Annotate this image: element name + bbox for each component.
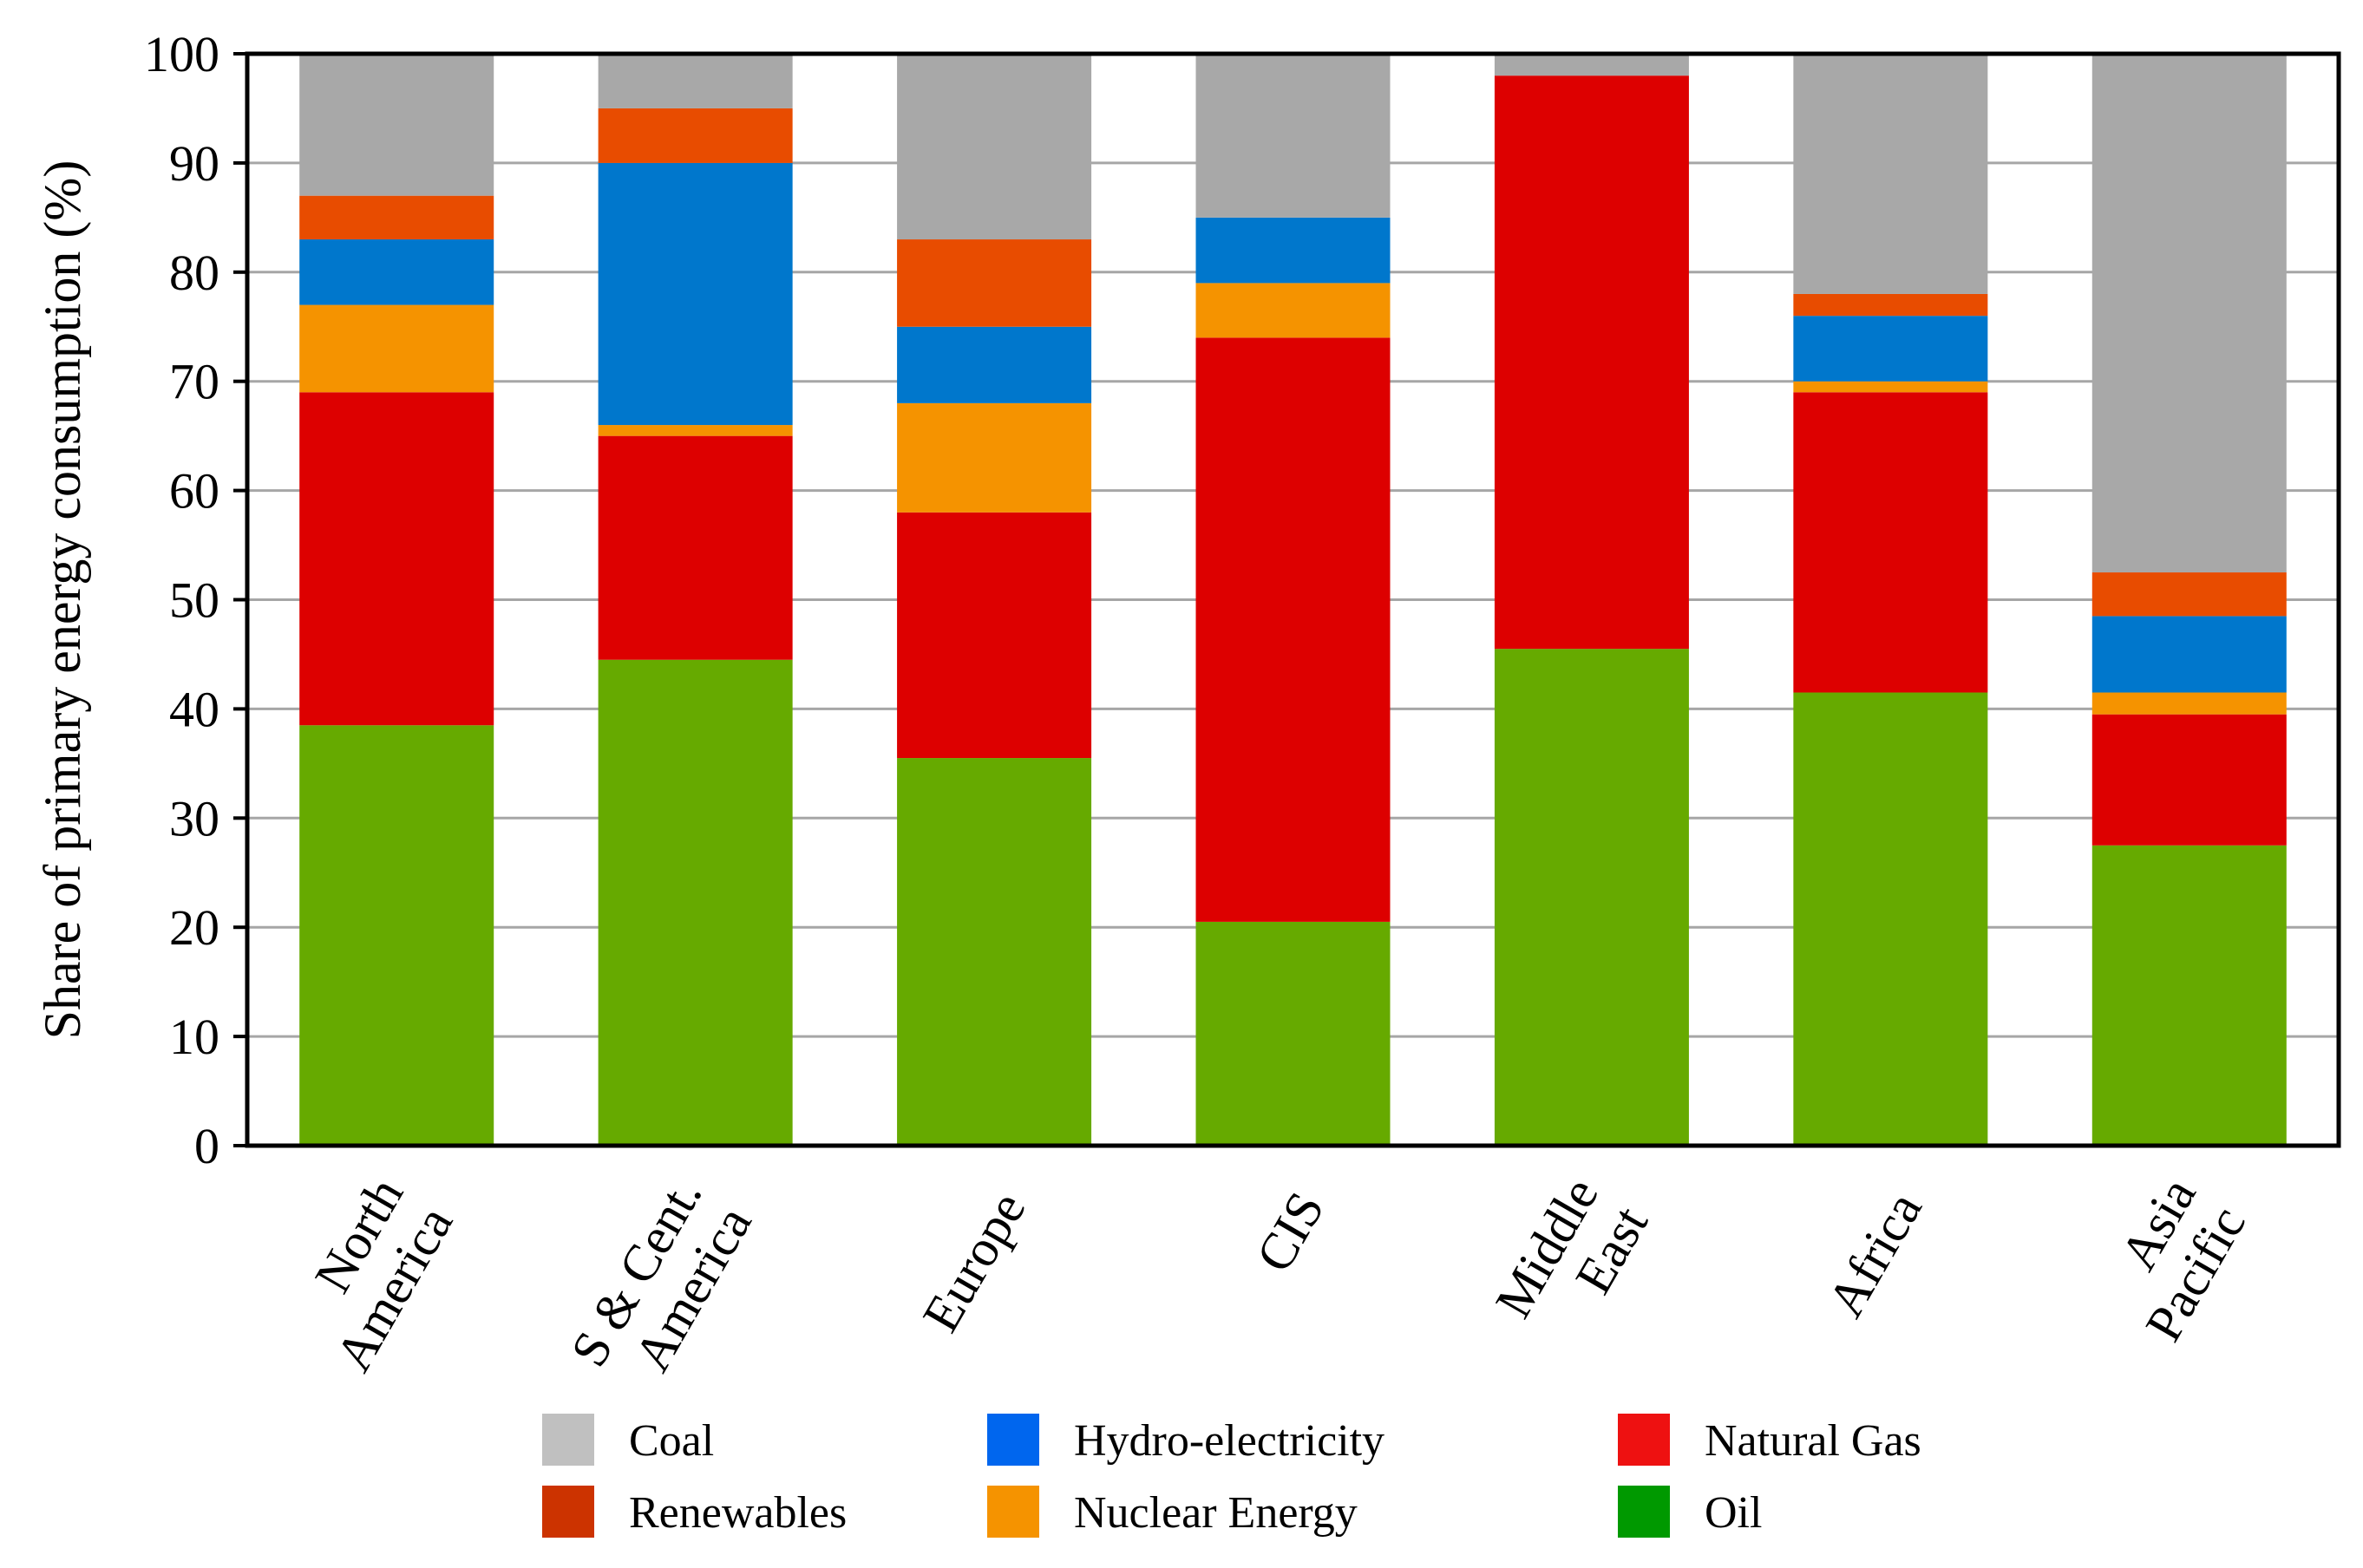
legend-swatch-hydro-electricity: [987, 1414, 1039, 1466]
bars: [299, 54, 2287, 1146]
y-tick-label: 40: [169, 681, 219, 737]
bar-segment-oil: [1195, 921, 1391, 1146]
bar-segment-nuclear-energy: [1793, 381, 1988, 393]
bar-segment-nuclear-energy: [1195, 283, 1391, 338]
bar-segment-nuclear-energy: [897, 402, 1092, 513]
y-tick-label: 10: [169, 1009, 219, 1065]
bar-segment-renewables: [299, 195, 494, 240]
bar-segment-oil: [1793, 692, 1988, 1146]
bar-segment-natural-gas: [897, 512, 1092, 759]
y-tick-label: 100: [144, 26, 219, 82]
bar-segment-oil: [2091, 845, 2287, 1146]
y-axis-label: Share of primary energy consumption (%): [34, 160, 91, 1040]
y-axis-ticks: 0 10 20 30 40 50 60 70 80 90 100: [144, 26, 247, 1174]
bar-segment-hydro-electricity: [1195, 217, 1391, 284]
bar-segment-coal: [1494, 54, 1689, 76]
legend-swatch-renewables: [542, 1486, 594, 1538]
bar-segment-hydro-electricity: [2091, 616, 2287, 693]
bar-segment-coal: [299, 54, 494, 196]
bar-segment-oil: [1494, 649, 1689, 1146]
bar-segment-oil: [299, 725, 494, 1146]
bar-segment-renewables: [1793, 293, 1988, 317]
bar-segment-oil: [897, 758, 1092, 1146]
bar-segment-nuclear-energy: [2091, 692, 2287, 715]
bar-segment-natural-gas: [1195, 337, 1391, 922]
y-tick-label: 20: [169, 899, 219, 956]
bar-segment-renewables: [598, 108, 793, 163]
legend-label: Hydro-electricity: [1074, 1416, 1384, 1466]
bar-segment-natural-gas: [299, 392, 494, 726]
bar-segment-oil: [598, 659, 793, 1146]
bar-segment-natural-gas: [1793, 392, 1988, 693]
legend-label: Coal: [629, 1416, 714, 1466]
bar-segment-natural-gas: [1494, 75, 1689, 650]
y-tick-label: 60: [169, 463, 219, 519]
bar-segment-natural-gas: [2091, 714, 2287, 846]
y-tick-label: 0: [194, 1118, 219, 1174]
legend-label: Natural Gas: [1705, 1416, 1921, 1466]
legend-swatch-nuclear-energy: [987, 1486, 1039, 1538]
bar-segment-natural-gas: [598, 435, 793, 660]
bar-segment-hydro-electricity: [1793, 316, 1988, 382]
bar-segment-coal: [2091, 54, 2287, 573]
bar-segment-coal: [1195, 54, 1391, 218]
legend-swatch-oil: [1618, 1486, 1670, 1538]
bar-segment-renewables: [2091, 572, 2287, 617]
bar-segment-coal: [598, 54, 793, 108]
bar-segment-nuclear-energy: [598, 425, 793, 436]
bar-segment-hydro-electricity: [897, 326, 1092, 403]
y-tick-label: 30: [169, 790, 219, 846]
bar-segment-coal: [1793, 54, 1988, 294]
y-tick-label: 50: [169, 572, 219, 629]
legend-label: Nuclear Energy: [1074, 1488, 1358, 1538]
bar-segment-nuclear-energy: [299, 304, 494, 393]
legend: Coal Hydro-electricity Natural Gas Renewabl…: [542, 1414, 1921, 1538]
y-tick-label: 90: [169, 135, 219, 192]
y-tick-label: 80: [169, 245, 219, 301]
bar-segment-renewables: [897, 239, 1092, 327]
bar-segment-coal: [897, 54, 1092, 240]
legend-swatch-coal: [542, 1414, 594, 1466]
bar-segment-hydro-electricity: [299, 239, 494, 305]
legend-label: Oil: [1705, 1488, 1762, 1538]
legend-swatch-natural-gas: [1618, 1414, 1670, 1466]
legend-label: Renewables: [629, 1488, 847, 1538]
bar-segment-hydro-electricity: [598, 162, 793, 426]
y-tick-label: 70: [169, 354, 219, 410]
